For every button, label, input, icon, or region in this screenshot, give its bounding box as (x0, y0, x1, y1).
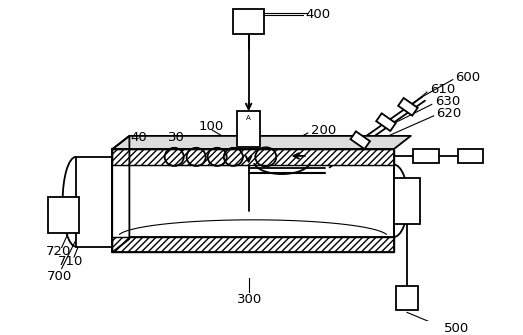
Text: 200: 200 (311, 124, 336, 137)
Text: 710: 710 (58, 255, 83, 268)
Bar (398, 98, 418, 116)
Bar (459, 149, 483, 162)
Text: 700: 700 (47, 270, 72, 283)
Bar (112, 164, 394, 237)
Bar (413, 149, 439, 162)
Text: 30: 30 (167, 131, 185, 144)
Text: 500: 500 (444, 322, 470, 335)
Text: 630: 630 (435, 95, 460, 108)
Polygon shape (112, 136, 411, 149)
Bar (112, 237, 394, 252)
Bar (112, 149, 394, 164)
Bar (237, 111, 260, 147)
Bar (394, 178, 420, 224)
Text: 720: 720 (46, 245, 71, 258)
Bar (76, 157, 112, 247)
Bar (48, 197, 79, 233)
Bar (112, 149, 394, 252)
Bar (376, 113, 396, 131)
Polygon shape (112, 136, 129, 252)
Bar (395, 286, 418, 311)
Bar (350, 131, 370, 149)
Text: A: A (246, 115, 251, 121)
Text: 100: 100 (198, 120, 223, 133)
Bar (233, 9, 264, 34)
Text: 610: 610 (430, 83, 455, 96)
Text: 620: 620 (437, 108, 462, 121)
Text: 400: 400 (306, 8, 331, 21)
Text: 300: 300 (237, 292, 263, 306)
Text: 40: 40 (130, 131, 147, 144)
Text: 600: 600 (456, 71, 481, 84)
